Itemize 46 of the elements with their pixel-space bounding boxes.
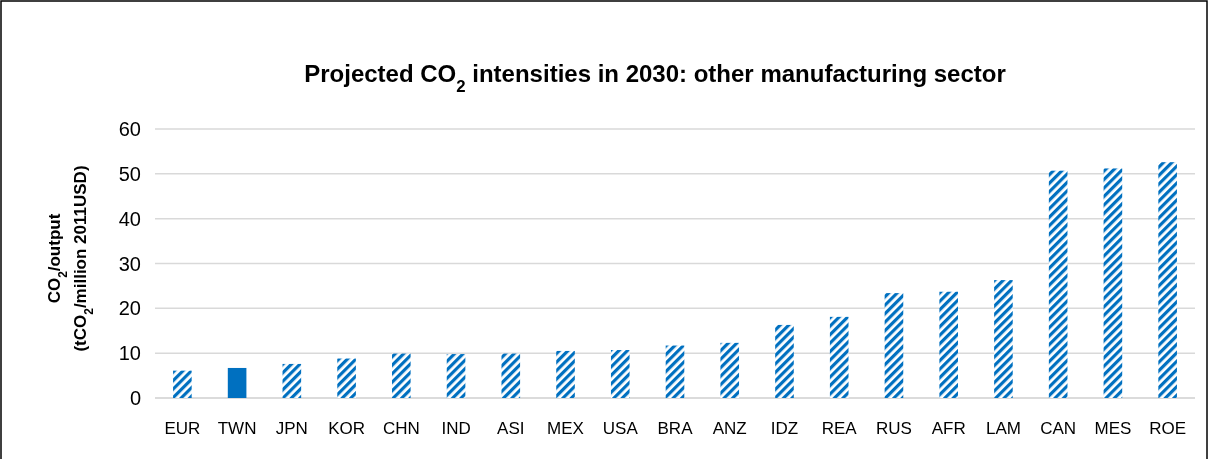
x-tick-label: IND <box>441 419 471 438</box>
y-tick-label: 50 <box>118 162 141 185</box>
bar <box>1158 162 1177 398</box>
bar <box>282 363 302 398</box>
bar <box>720 342 740 398</box>
bar <box>775 324 794 398</box>
x-tick-label: IDZ <box>770 419 799 438</box>
x-tick-label: ANZ <box>712 419 747 438</box>
bar <box>556 350 575 398</box>
bar <box>939 291 958 398</box>
x-tick-label: CAN <box>1040 419 1077 438</box>
x-tick-label: LAM <box>985 419 1021 438</box>
x-tick-label: EUR <box>164 419 201 438</box>
bar <box>610 350 630 398</box>
bar <box>173 370 192 398</box>
x-tick-label: RUS <box>875 419 912 438</box>
x-tick-label: ROE <box>1149 419 1187 438</box>
bar <box>446 354 466 398</box>
y-tick-label: 60 <box>118 118 141 140</box>
chart-title: Projected CO$_{2}$ intensities in 2030: other manufacturing sector <box>304 60 1006 96</box>
x-tick-label: BRA <box>657 419 694 438</box>
x-tick-label: ASI <box>497 419 525 438</box>
bar <box>227 367 247 398</box>
bar <box>829 316 849 398</box>
bar <box>884 293 904 398</box>
bar <box>994 280 1013 398</box>
y-tick-label: 20 <box>118 297 141 320</box>
x-tick-label: CHN <box>382 419 420 438</box>
x-tick-label: TWN <box>217 419 257 438</box>
x-tick-label: USA <box>602 419 639 438</box>
x-tick-label: AFR <box>931 419 966 438</box>
y-tick-label: 10 <box>118 342 141 365</box>
bar <box>337 358 356 398</box>
bar <box>665 345 685 398</box>
bar <box>1048 170 1068 398</box>
y-tick-label: 40 <box>118 207 141 230</box>
y-tick-label: 30 <box>118 252 141 275</box>
y-tick-label: 0 <box>129 387 141 409</box>
x-tick-label: JPN <box>275 419 308 438</box>
x-tick-label: MEX <box>547 419 584 438</box>
bar <box>501 353 521 398</box>
x-tick-label: REA <box>821 419 858 438</box>
x-tick-label: MES <box>1094 419 1132 438</box>
x-tick-label: KOR <box>328 419 365 438</box>
bar <box>392 353 411 398</box>
bar <box>1103 168 1123 398</box>
